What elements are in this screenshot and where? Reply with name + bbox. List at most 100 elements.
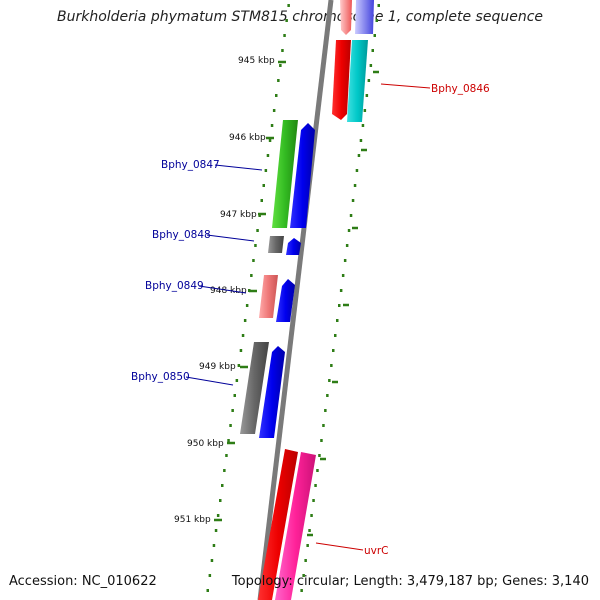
guide-dot (314, 484, 317, 487)
ruler-label-945: 945 kbp (238, 56, 275, 66)
guide-dot (206, 589, 209, 592)
label-bphy-0846-text: Bphy_0846 (431, 83, 490, 95)
guide-dot (357, 154, 361, 157)
ruler-label-948: 948 kbp (210, 286, 247, 296)
map-title: Burkholderia phymatum STM815 chromosome … (56, 9, 543, 25)
guide-dot (324, 409, 327, 412)
guide-dot (318, 454, 321, 457)
label-bphy-0848-text: Bphy_0848 (152, 229, 211, 241)
guide-dot (216, 514, 220, 517)
guide-dot (225, 454, 228, 457)
guide-dot (262, 184, 265, 187)
guide-dot (369, 64, 373, 67)
label-bphy-0849[interactable]: Bphy_0849 (145, 280, 247, 294)
ruler-tick-947: 947 kbp (220, 210, 266, 220)
gene-bphy-0849 (259, 275, 295, 322)
guide-dot (272, 109, 276, 112)
guide-dot (270, 124, 274, 127)
guide-dot (264, 169, 268, 172)
ruler-label-951: 951 kbp (174, 515, 211, 525)
label-bphy-0847[interactable]: Bphy_0847 (161, 159, 263, 171)
guide-dot (312, 499, 315, 502)
guide-dot (233, 394, 236, 397)
inner-guide-track (300, 4, 380, 592)
guide-dot (285, 19, 288, 22)
ruler-tick-946: 946 kbp (229, 133, 274, 143)
guide-dot (351, 199, 355, 202)
guide-dot (235, 379, 239, 382)
guide-dot (268, 139, 272, 142)
guide-dot (275, 94, 278, 97)
accession-text: Accession: NC_010622 (9, 574, 157, 589)
guide-dot (343, 259, 347, 262)
guide-dot (250, 274, 253, 277)
gene-bphy-0847 (272, 120, 315, 228)
guide-dot (308, 529, 311, 532)
guide-dot (229, 424, 232, 427)
gene-bphy-0846 (332, 40, 368, 122)
guide-dot (210, 559, 214, 562)
guide-dot (353, 184, 357, 187)
gene-bphy-0848 (268, 236, 301, 255)
guide-dot (322, 424, 325, 427)
guide-dot (326, 394, 329, 397)
ruler-label-946: 946 kbp (229, 133, 266, 143)
guide-dot (355, 169, 359, 172)
guide-dot (334, 334, 337, 337)
guide-dot (347, 229, 351, 232)
guide-dot (212, 544, 216, 547)
guide-dot (339, 289, 343, 292)
guide-dot (359, 139, 363, 142)
label-bphy-0846[interactable]: Bphy_0846 (380, 83, 490, 95)
guide-dot (345, 244, 349, 247)
guide-dot (341, 274, 345, 277)
guide-dot (365, 94, 369, 97)
guide-dot (371, 49, 374, 52)
guide-dot (223, 469, 226, 472)
guide-dot (256, 229, 259, 232)
guide-dot (277, 79, 280, 82)
guide-dot (258, 214, 261, 217)
guide-dot (260, 199, 263, 202)
topology-text: Topology: circular; Length: 3,479,187 bp… (231, 574, 589, 589)
guide-dot (361, 124, 365, 127)
guide-dot (208, 574, 212, 577)
guide-dot (214, 529, 218, 532)
ruler-label-950: 950 kbp (187, 439, 224, 449)
label-bphy-0848[interactable]: Bphy_0848 (152, 229, 255, 242)
guide-dot (241, 334, 245, 337)
label-bphy-0847-text: Bphy_0847 (161, 159, 220, 171)
guide-dot (310, 514, 313, 517)
chromosome-backbone (257, 0, 334, 600)
guide-dot (330, 364, 333, 367)
guide-dot (243, 319, 247, 322)
guide-dot (283, 34, 286, 37)
gene-bphy-0850 (240, 342, 285, 438)
guide-dot (300, 589, 303, 592)
gene-top-partial (340, 0, 374, 35)
label-uvrc[interactable]: uvrC (315, 542, 389, 557)
guide-dot (332, 349, 335, 352)
guide-dot (349, 214, 353, 217)
label-uvrc-text: uvrC (364, 545, 389, 557)
guide-dot (302, 574, 305, 577)
guide-dot (336, 319, 339, 322)
guide-dot (287, 4, 290, 7)
guide-dot (221, 484, 224, 487)
guide-dot (219, 499, 222, 502)
ruler-tick-948: 948 kbp (210, 286, 257, 296)
guide-dot (306, 544, 309, 547)
guide-dot (245, 304, 249, 307)
ruler-tick-949: 949 kbp (199, 362, 248, 372)
label-bphy-0850[interactable]: Bphy_0850 (131, 371, 234, 386)
guide-dot (239, 349, 243, 352)
guide-dot (328, 379, 331, 382)
inner-track-ticks (307, 70, 379, 537)
label-bphy-0850-text: Bphy_0850 (131, 371, 190, 383)
guide-dot (231, 409, 234, 412)
guide-dot (320, 439, 323, 442)
guide-dot (338, 304, 341, 307)
guide-dot (375, 19, 378, 22)
outer-guide-track (206, 4, 290, 592)
